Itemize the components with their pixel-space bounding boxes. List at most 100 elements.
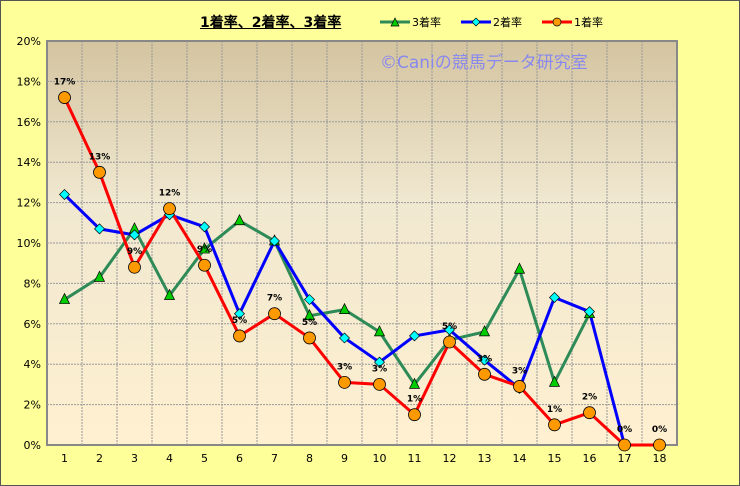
data-label: 1% bbox=[547, 405, 562, 415]
data-point bbox=[478, 325, 491, 337]
x-tick-label: 2 bbox=[96, 452, 103, 465]
chart-title: 1着率、2着率、3着率 bbox=[200, 15, 342, 31]
data-point bbox=[409, 330, 420, 342]
x-tick-label: 1 bbox=[61, 452, 68, 465]
data-point bbox=[373, 325, 386, 337]
data-label: 9% bbox=[127, 247, 142, 257]
data-point bbox=[408, 408, 421, 422]
x-tick-label: 17 bbox=[618, 452, 632, 465]
legend-item-2: 2着率 bbox=[461, 14, 522, 30]
x-tick-label: 11 bbox=[408, 452, 422, 465]
data-point bbox=[93, 165, 106, 179]
data-point bbox=[129, 229, 140, 241]
data-point bbox=[373, 377, 386, 391]
y-tick-label: 8% bbox=[24, 277, 41, 290]
data-point bbox=[58, 292, 71, 304]
data-point bbox=[374, 356, 385, 368]
data-point bbox=[339, 332, 350, 344]
legend-label: 2着率 bbox=[493, 16, 522, 29]
data-point bbox=[304, 294, 315, 306]
data-label: 9% bbox=[197, 245, 212, 255]
data-point bbox=[548, 375, 561, 387]
y-tick-label: 10% bbox=[17, 237, 41, 250]
data-label: 5% bbox=[232, 316, 247, 326]
data-label: 5% bbox=[442, 322, 457, 332]
data-point bbox=[94, 223, 105, 235]
data-label: 3% bbox=[337, 362, 352, 372]
watermark: ©Caniの競馬データ研究室 bbox=[380, 53, 588, 73]
data-point bbox=[233, 213, 246, 226]
data-label: 17% bbox=[54, 78, 76, 88]
data-point bbox=[199, 221, 210, 233]
data-point bbox=[234, 308, 245, 320]
data-point bbox=[548, 418, 561, 432]
y-tick-label: 2% bbox=[24, 399, 41, 412]
y-tick-label: 4% bbox=[24, 358, 41, 371]
data-point bbox=[618, 438, 631, 452]
data-point bbox=[443, 335, 456, 349]
data-point bbox=[198, 258, 211, 272]
data-point bbox=[479, 354, 490, 366]
y-tick-label: 12% bbox=[17, 197, 41, 210]
data-point bbox=[303, 331, 316, 345]
data-label: 2% bbox=[582, 393, 597, 403]
x-tick-label: 14 bbox=[513, 452, 527, 465]
data-point bbox=[338, 375, 351, 389]
x-tick-label: 8 bbox=[306, 452, 313, 465]
y-tick-label: 16% bbox=[17, 116, 41, 129]
data-label: 0% bbox=[652, 425, 667, 435]
data-point bbox=[338, 302, 351, 315]
data-point bbox=[163, 288, 176, 300]
data-label: 12% bbox=[159, 189, 181, 199]
data-point bbox=[653, 438, 666, 452]
data-point bbox=[268, 307, 281, 321]
data-point bbox=[478, 367, 491, 381]
data-point bbox=[59, 189, 70, 201]
data-label: 7% bbox=[267, 294, 282, 304]
x-tick-label: 12 bbox=[443, 452, 457, 465]
legend-item-3: 3着率 bbox=[380, 14, 441, 30]
legend-item-1: 1着率 bbox=[542, 14, 603, 30]
data-point bbox=[513, 262, 526, 274]
y-tick-label: 6% bbox=[24, 318, 41, 331]
data-point bbox=[233, 329, 246, 343]
data-point bbox=[408, 377, 421, 389]
data-point bbox=[303, 308, 316, 321]
data-point bbox=[583, 406, 596, 420]
legend-label: 3着率 bbox=[412, 16, 441, 29]
data-point bbox=[198, 242, 211, 254]
data-point bbox=[269, 235, 280, 247]
data-label: 3% bbox=[372, 364, 387, 374]
data-point bbox=[163, 202, 176, 216]
x-tick-label: 9 bbox=[341, 452, 348, 465]
data-point bbox=[93, 270, 106, 282]
x-tick-label: 15 bbox=[548, 452, 562, 465]
data-point bbox=[513, 380, 526, 393]
x-tick-label: 13 bbox=[478, 452, 492, 465]
data-label: 3% bbox=[477, 354, 492, 364]
legend: 3着率 2着率 1着率 bbox=[380, 14, 603, 30]
data-point bbox=[128, 260, 141, 274]
x-tick-label: 5 bbox=[201, 452, 208, 465]
x-tick-label: 6 bbox=[236, 452, 243, 465]
x-tick-label: 10 bbox=[373, 452, 387, 465]
y-tick-label: 20% bbox=[17, 35, 41, 48]
x-tick-label: 18 bbox=[653, 452, 667, 465]
data-label: 3% bbox=[512, 366, 527, 376]
data-label: 13% bbox=[89, 152, 111, 162]
data-point bbox=[444, 324, 455, 336]
x-tick-label: 16 bbox=[583, 452, 597, 465]
legend-label: 1着率 bbox=[574, 16, 603, 29]
x-tick-label: 4 bbox=[166, 452, 173, 465]
y-tick-label: 14% bbox=[17, 156, 41, 169]
data-point bbox=[58, 91, 71, 104]
y-tick-label: 0% bbox=[24, 439, 41, 452]
y-tick-label: 18% bbox=[17, 75, 41, 88]
x-tick-label: 7 bbox=[271, 452, 278, 465]
data-label: 1% bbox=[407, 395, 422, 405]
data-point bbox=[584, 306, 595, 318]
series-line-1 bbox=[63, 219, 591, 386]
x-tick-label: 3 bbox=[131, 452, 138, 465]
data-point bbox=[549, 292, 560, 304]
